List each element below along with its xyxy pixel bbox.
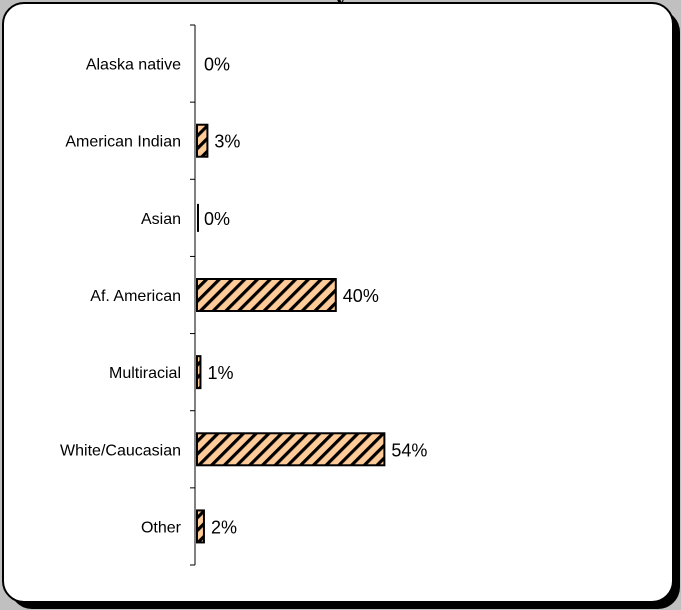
bar [196,278,337,312]
value-label: 1% [207,363,233,383]
category-label: White/Caucasian [60,442,181,459]
value-label: 0% [204,55,230,75]
bar [196,123,209,158]
category-label: Asian [141,211,181,228]
category-label: Multiracial [109,365,181,382]
category-label: Af. American [90,288,181,305]
category-label: Alaska native [86,57,181,74]
chart-panel [2,2,674,603]
category-label: Other [141,519,182,536]
bar [196,355,202,390]
bar [196,509,205,544]
category-label: American Indian [65,134,181,151]
bar [196,432,386,467]
value-label: 2% [211,517,237,537]
value-label: 0% [204,209,230,229]
value-label: 40% [343,286,379,306]
bar [197,203,199,232]
value-label: 54% [391,440,427,460]
value-label: 3% [214,132,240,152]
